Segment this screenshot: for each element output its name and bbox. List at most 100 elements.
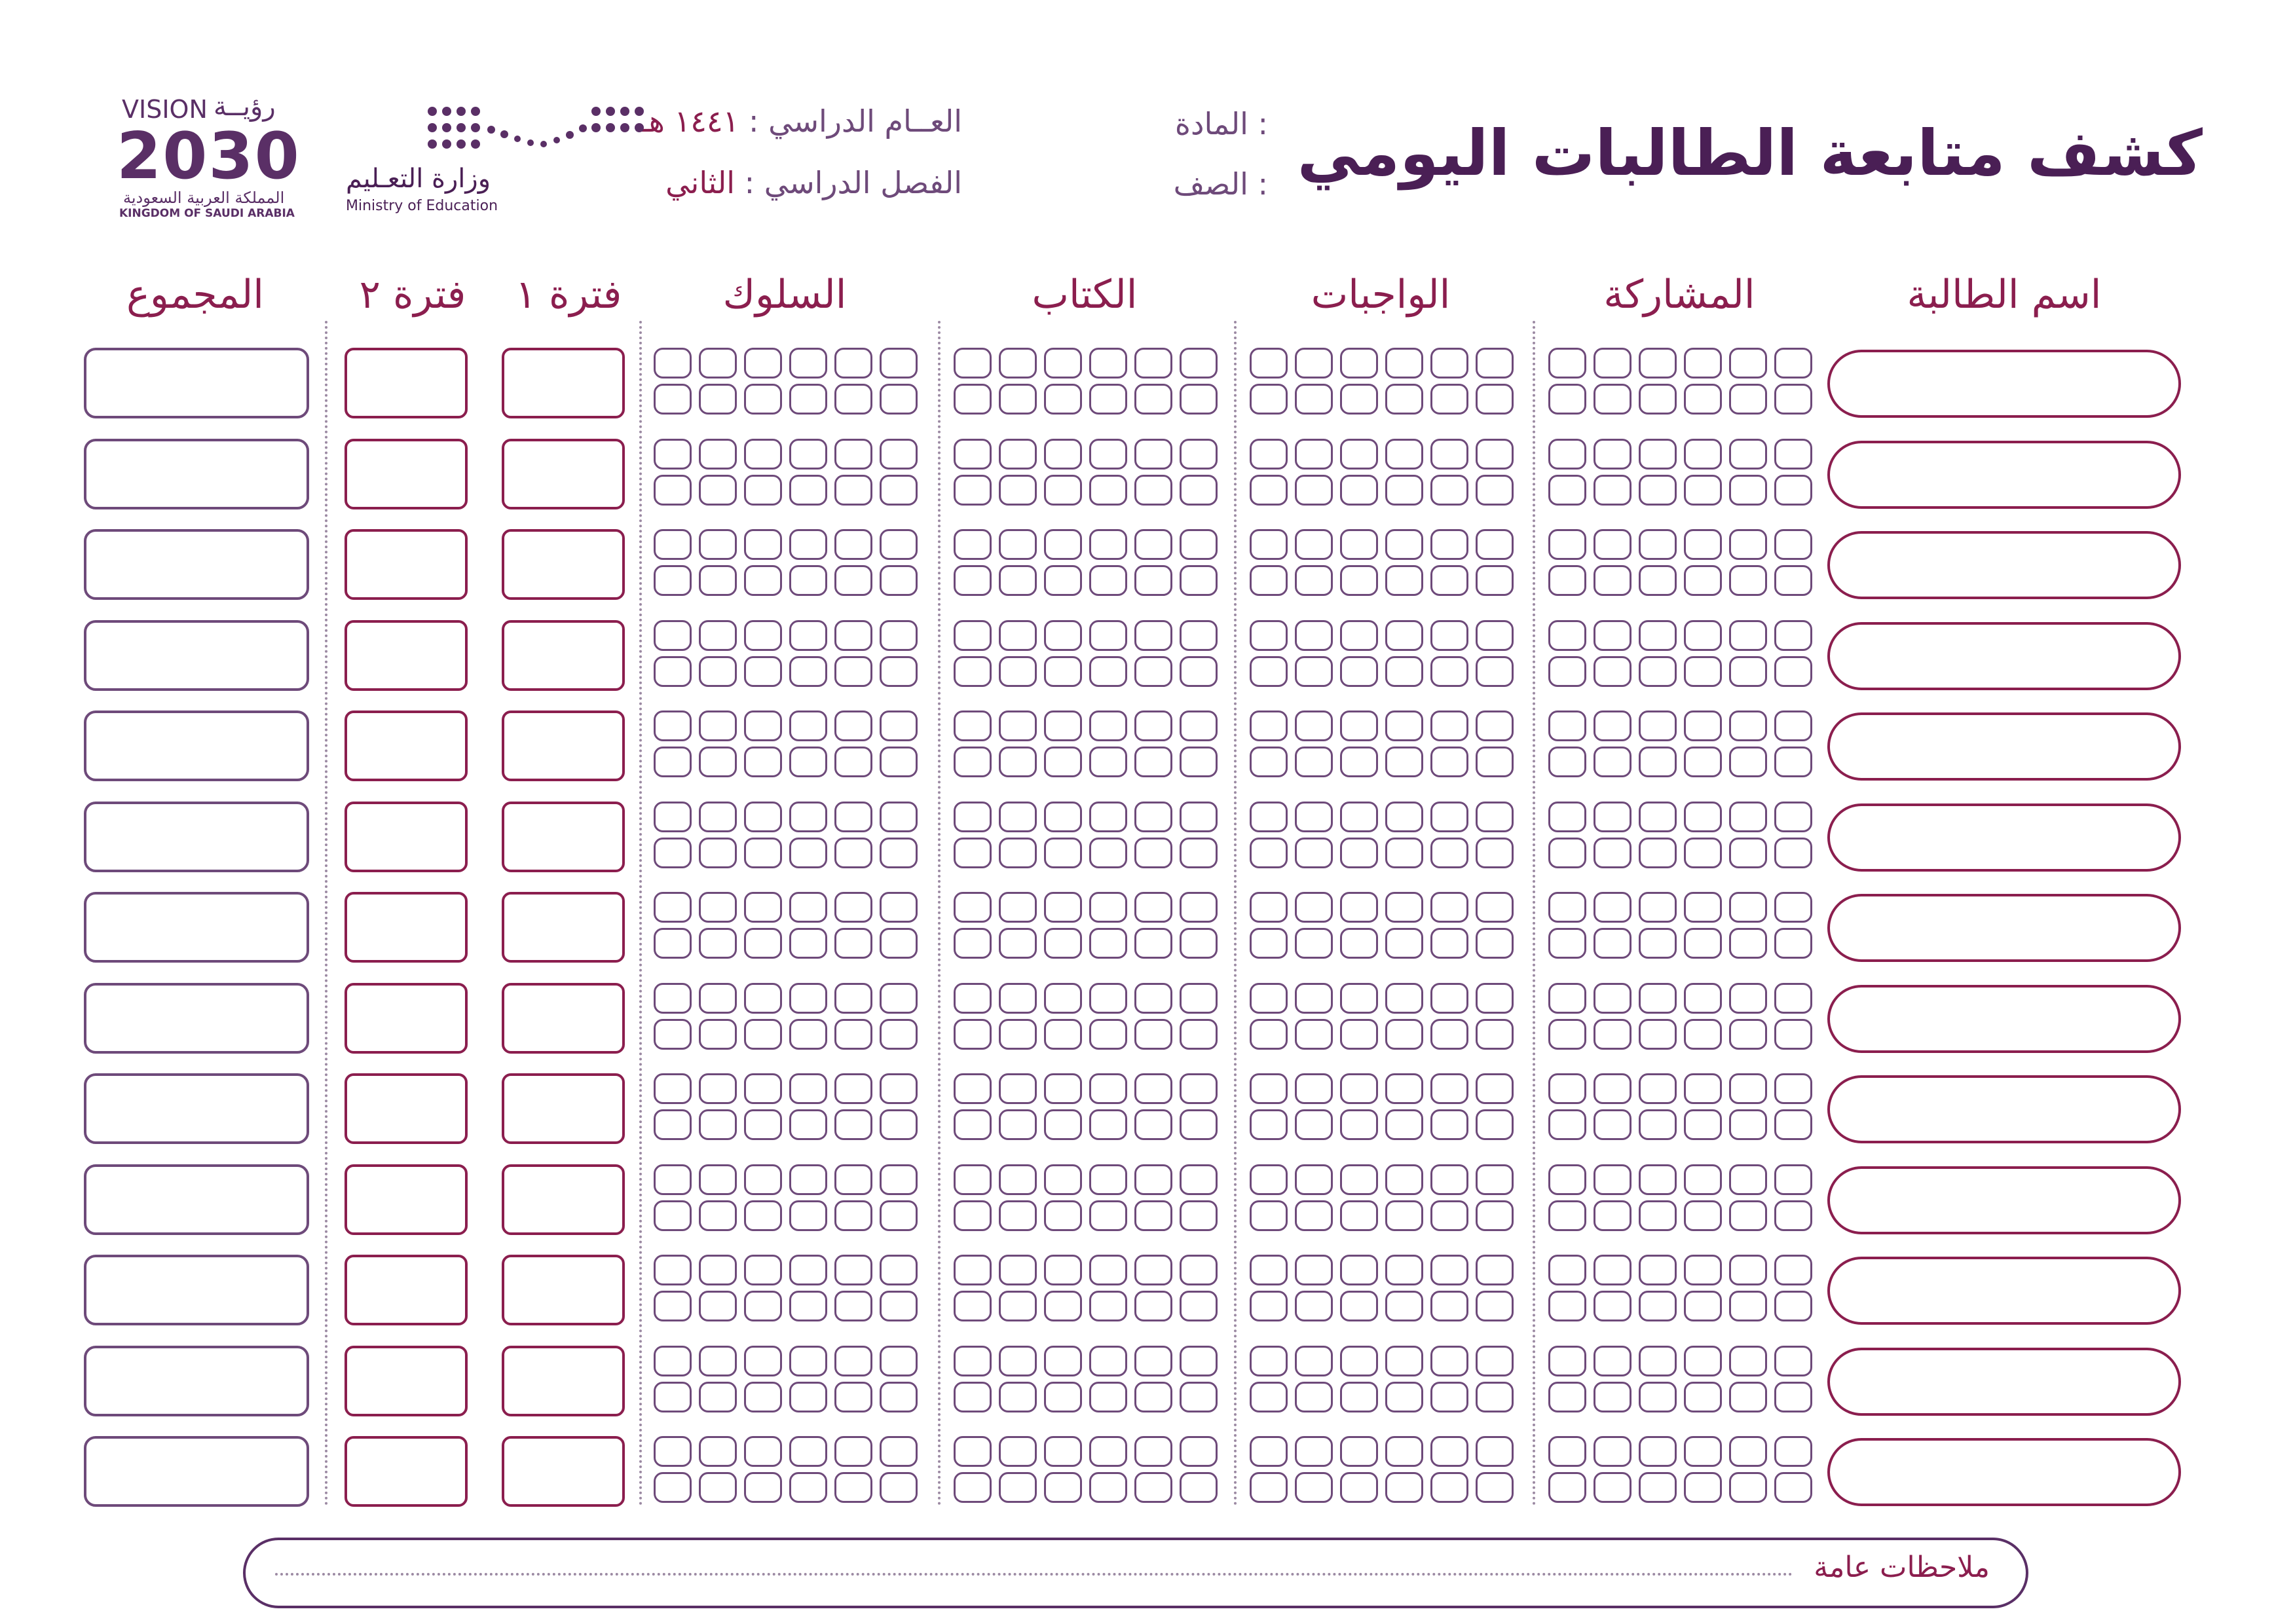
- book-check-cell[interactable]: [1089, 475, 1127, 506]
- homework-check-cell[interactable]: [1476, 384, 1514, 415]
- behavior-check-cell[interactable]: [654, 1164, 692, 1195]
- behavior-check-cell[interactable]: [880, 928, 918, 959]
- homework-check-cell[interactable]: [1476, 439, 1514, 470]
- homework-check-cell[interactable]: [1340, 475, 1378, 506]
- behavior-check-cell[interactable]: [744, 475, 782, 506]
- homework-check-cell[interactable]: [1340, 439, 1378, 470]
- book-check-cell[interactable]: [1134, 838, 1172, 868]
- homework-check-cell[interactable]: [1476, 928, 1514, 959]
- book-check-cell[interactable]: [954, 1255, 992, 1285]
- participation-check-cell[interactable]: [1548, 1436, 1586, 1467]
- homework-check-cell[interactable]: [1295, 838, 1333, 868]
- behavior-check-cell[interactable]: [789, 1164, 827, 1195]
- behavior-check-cell[interactable]: [744, 656, 782, 687]
- book-check-cell[interactable]: [999, 1109, 1037, 1140]
- behavior-check-cell[interactable]: [789, 928, 827, 959]
- behavior-check-cell[interactable]: [699, 1164, 737, 1195]
- behavior-check-cell[interactable]: [834, 565, 872, 596]
- participation-check-cell[interactable]: [1594, 1019, 1631, 1050]
- participation-check-cell[interactable]: [1639, 802, 1677, 832]
- participation-check-cell[interactable]: [1729, 620, 1767, 651]
- participation-check-cell[interactable]: [1639, 710, 1677, 741]
- behavior-check-cell[interactable]: [699, 384, 737, 415]
- book-check-cell[interactable]: [999, 384, 1037, 415]
- homework-check-cell[interactable]: [1295, 1382, 1333, 1412]
- participation-check-cell[interactable]: [1548, 439, 1586, 470]
- participation-check-cell[interactable]: [1684, 1019, 1722, 1050]
- homework-check-cell[interactable]: [1295, 802, 1333, 832]
- participation-check-cell[interactable]: [1639, 1109, 1677, 1140]
- homework-check-cell[interactable]: [1295, 1346, 1333, 1376]
- book-check-cell[interactable]: [954, 1073, 992, 1104]
- student-name-field[interactable]: [1827, 985, 2181, 1053]
- total-score-field[interactable]: [84, 529, 309, 600]
- book-check-cell[interactable]: [1044, 1164, 1082, 1195]
- behavior-check-cell[interactable]: [834, 983, 872, 1014]
- behavior-check-cell[interactable]: [834, 1164, 872, 1195]
- behavior-check-cell[interactable]: [880, 1109, 918, 1140]
- participation-check-cell[interactable]: [1594, 656, 1631, 687]
- homework-check-cell[interactable]: [1250, 928, 1288, 959]
- behavior-check-cell[interactable]: [880, 1019, 918, 1050]
- behavior-check-cell[interactable]: [654, 928, 692, 959]
- participation-check-cell[interactable]: [1684, 1382, 1722, 1412]
- book-check-cell[interactable]: [1044, 529, 1082, 560]
- participation-check-cell[interactable]: [1684, 384, 1722, 415]
- book-check-cell[interactable]: [1180, 983, 1218, 1014]
- behavior-check-cell[interactable]: [699, 529, 737, 560]
- homework-check-cell[interactable]: [1295, 710, 1333, 741]
- homework-check-cell[interactable]: [1430, 620, 1468, 651]
- behavior-check-cell[interactable]: [834, 1200, 872, 1231]
- total-score-field[interactable]: [84, 892, 309, 963]
- participation-check-cell[interactable]: [1684, 529, 1722, 560]
- behavior-check-cell[interactable]: [654, 710, 692, 741]
- period1-score-field[interactable]: [502, 983, 625, 1054]
- behavior-check-cell[interactable]: [880, 838, 918, 868]
- behavior-check-cell[interactable]: [744, 384, 782, 415]
- behavior-check-cell[interactable]: [654, 1472, 692, 1503]
- participation-check-cell[interactable]: [1774, 892, 1812, 923]
- homework-check-cell[interactable]: [1250, 1472, 1288, 1503]
- book-check-cell[interactable]: [1089, 348, 1127, 378]
- behavior-check-cell[interactable]: [834, 1436, 872, 1467]
- participation-check-cell[interactable]: [1729, 802, 1767, 832]
- book-check-cell[interactable]: [1089, 529, 1127, 560]
- homework-check-cell[interactable]: [1385, 1472, 1423, 1503]
- book-check-cell[interactable]: [954, 1436, 992, 1467]
- behavior-check-cell[interactable]: [789, 1200, 827, 1231]
- book-check-cell[interactable]: [954, 928, 992, 959]
- homework-check-cell[interactable]: [1476, 802, 1514, 832]
- participation-check-cell[interactable]: [1774, 1382, 1812, 1412]
- book-check-cell[interactable]: [1134, 710, 1172, 741]
- participation-check-cell[interactable]: [1594, 1255, 1631, 1285]
- behavior-check-cell[interactable]: [834, 1255, 872, 1285]
- homework-check-cell[interactable]: [1385, 838, 1423, 868]
- participation-check-cell[interactable]: [1594, 529, 1631, 560]
- participation-check-cell[interactable]: [1594, 1472, 1631, 1503]
- homework-check-cell[interactable]: [1250, 529, 1288, 560]
- period1-score-field[interactable]: [502, 1436, 625, 1507]
- book-check-cell[interactable]: [1134, 1472, 1172, 1503]
- homework-check-cell[interactable]: [1250, 1109, 1288, 1140]
- behavior-check-cell[interactable]: [880, 475, 918, 506]
- participation-check-cell[interactable]: [1729, 1255, 1767, 1285]
- homework-check-cell[interactable]: [1476, 1346, 1514, 1376]
- book-check-cell[interactable]: [1089, 656, 1127, 687]
- homework-check-cell[interactable]: [1430, 892, 1468, 923]
- participation-check-cell[interactable]: [1774, 838, 1812, 868]
- behavior-check-cell[interactable]: [699, 1436, 737, 1467]
- behavior-check-cell[interactable]: [654, 439, 692, 470]
- book-check-cell[interactable]: [1089, 620, 1127, 651]
- behavior-check-cell[interactable]: [880, 802, 918, 832]
- participation-check-cell[interactable]: [1594, 1109, 1631, 1140]
- participation-check-cell[interactable]: [1639, 565, 1677, 596]
- total-score-field[interactable]: [84, 983, 309, 1054]
- participation-check-cell[interactable]: [1594, 802, 1631, 832]
- participation-check-cell[interactable]: [1684, 892, 1722, 923]
- participation-check-cell[interactable]: [1684, 1109, 1722, 1140]
- homework-check-cell[interactable]: [1385, 1346, 1423, 1376]
- behavior-check-cell[interactable]: [789, 1291, 827, 1321]
- behavior-check-cell[interactable]: [744, 439, 782, 470]
- behavior-check-cell[interactable]: [654, 892, 692, 923]
- behavior-check-cell[interactable]: [654, 1255, 692, 1285]
